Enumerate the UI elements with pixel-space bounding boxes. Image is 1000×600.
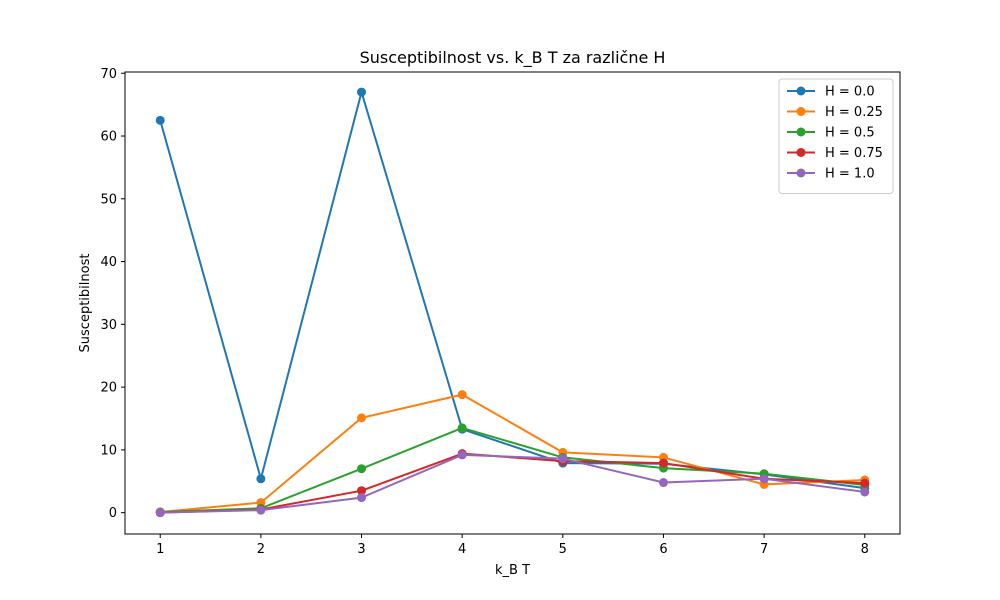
x-tick-label: 3 [357,542,365,557]
plot-frame [124,71,901,535]
legend-label: H = 0.0 [825,85,875,100]
y-tick-label: 50 [100,192,117,207]
legend-label: H = 0.5 [825,126,875,141]
x-tick-label: 8 [861,542,869,557]
data-point [860,487,870,497]
data-point [256,474,266,484]
data-point [357,486,367,496]
data-point [457,423,467,433]
legend-item: H = 0.5 [787,126,875,141]
x-tick-label: 5 [559,542,567,557]
legend-item: H = 0.0 [787,85,875,100]
x-axis-label: k_B T [495,563,530,578]
data-point [155,115,165,125]
legend-label: H = 0.75 [825,146,883,161]
chart-title: Susceptibilnost vs. k_B T za različne H [360,48,666,68]
legend-marker [796,86,806,96]
data-point [457,390,467,400]
x-tick-label: 4 [458,542,466,557]
x-tick-label: 1 [156,542,164,557]
data-point [558,454,568,464]
data-point [457,450,467,460]
legend-box [778,78,894,194]
legend-marker [796,168,806,178]
data-point [155,508,165,518]
axis-ticks: 1 2 3 4 5 6 7 8 0 10 20 30 40 50 60 70 [100,67,868,557]
data-point [658,478,668,488]
legend-item: H = 0.75 [787,146,883,161]
data-point [357,493,367,503]
series-4 [155,450,870,518]
legend-marker [796,107,806,116]
data-point [357,413,367,423]
legend-item: H = 0.25 [787,105,883,120]
x-tick-label: 2 [257,542,265,557]
data-point [658,458,668,468]
x-tick-label: 7 [760,542,768,557]
y-tick-label: 30 [100,318,117,333]
data-point [357,87,367,97]
data-point [357,464,367,474]
legend: H = 0.0 H = 0.25 H = 0.5 H = 0.75 H = 1.0 [778,78,894,194]
series-layer [155,87,870,518]
data-point [256,505,266,515]
x-tick-label: 6 [659,542,667,557]
legend-marker [796,148,806,157]
data-point [860,478,870,488]
y-tick-label: 10 [100,443,117,458]
y-tick-label: 60 [100,130,117,145]
y-tick-label: 40 [100,255,117,270]
data-point [759,474,769,484]
y-tick-label: 70 [100,67,117,82]
y-tick-label: 0 [109,506,117,521]
legend-label: H = 0.25 [825,105,883,120]
legend-item: H = 1.0 [787,167,875,182]
y-axis-label: Susceptibilnost [78,254,93,353]
series-line [160,426,865,514]
legend-marker [796,127,806,137]
legend-label: H = 1.0 [825,167,875,182]
y-tick-label: 20 [100,381,117,396]
series-line [160,453,865,514]
